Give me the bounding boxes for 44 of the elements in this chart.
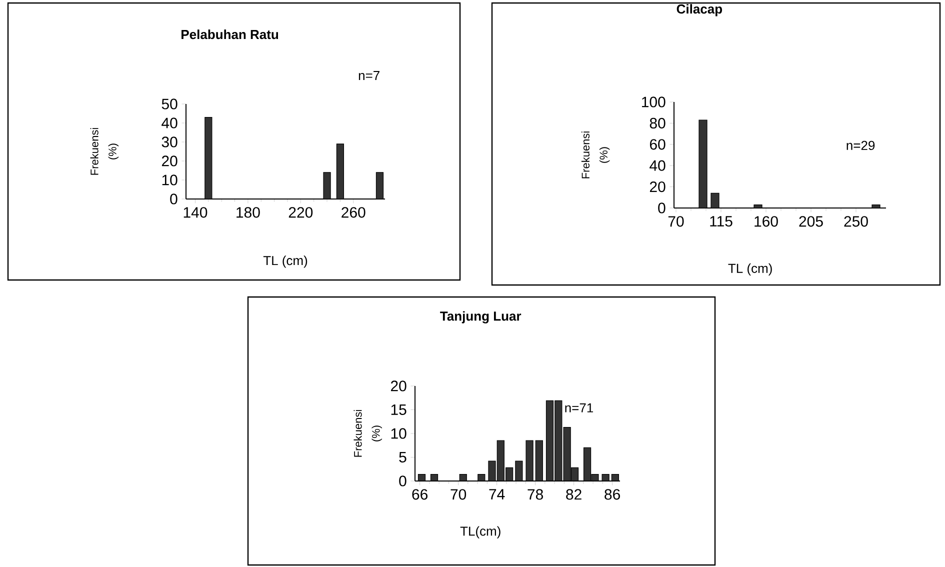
x-axis-title: TL (cm) bbox=[263, 256, 308, 268]
chart-title: Cilacap bbox=[676, 4, 722, 16]
chart-title: Tanjung Luar bbox=[440, 311, 522, 324]
y-tick-label: 50 bbox=[162, 98, 178, 110]
x-tick-label: 260 bbox=[342, 207, 366, 218]
x-tick-label: 70 bbox=[668, 216, 684, 227]
text: n=7 bbox=[358, 71, 380, 80]
y-tick-label: 20 bbox=[162, 156, 178, 166]
annotation: n=29 bbox=[846, 140, 875, 150]
x-axis-title: TL(cm) bbox=[460, 526, 500, 538]
y-tick-label: 20 bbox=[650, 181, 666, 192]
x-tick-label: 82 bbox=[566, 489, 582, 500]
x-tick-label: 250 bbox=[844, 216, 868, 227]
x-tick-label: 74 bbox=[489, 489, 505, 500]
x-tick-label: 86 bbox=[604, 489, 620, 500]
y-axis-title: Frekuensi (%) bbox=[354, 410, 382, 457]
x-tick-label: 70 bbox=[450, 489, 466, 500]
y-axis-title: Frekuensi (%) bbox=[581, 132, 610, 178]
x-tick-label: 180 bbox=[236, 207, 260, 218]
x-axis-title: TL (cm) bbox=[728, 263, 772, 276]
y-tick-label: 60 bbox=[650, 139, 666, 150]
y-tick-label: 10 bbox=[391, 428, 406, 439]
y-tick-label: 100 bbox=[642, 96, 666, 108]
y-tick-label: 0 bbox=[170, 194, 178, 204]
chart-title: Pelabuhan Ratu bbox=[182, 30, 278, 40]
x-tick-label: 140 bbox=[184, 207, 208, 218]
annotation: n=71 bbox=[565, 403, 594, 412]
x-tick-label: 160 bbox=[754, 216, 778, 227]
x-tick-label: 66 bbox=[412, 489, 428, 500]
y-tick-label: 20 bbox=[390, 380, 406, 392]
y-tick-label: 0 bbox=[658, 202, 666, 214]
x-tick-label: 220 bbox=[288, 207, 313, 218]
y-tick-label: 80 bbox=[650, 118, 666, 128]
y-tick-label: 40 bbox=[650, 160, 666, 171]
x-tick-label: 205 bbox=[799, 216, 823, 227]
x-tick-label: 78 bbox=[528, 489, 543, 500]
x-tick-label: 115 bbox=[710, 216, 732, 227]
y-tick-label: 40 bbox=[162, 118, 178, 128]
y-tick-label: 0 bbox=[399, 476, 406, 486]
y-tick-label: 5 bbox=[399, 452, 406, 462]
y-tick-label: 30 bbox=[162, 136, 178, 148]
y-axis-title: Frekuensi (%) bbox=[90, 128, 119, 175]
y-tick-label: 10 bbox=[162, 174, 178, 186]
y-tick-label: 15 bbox=[391, 404, 406, 415]
